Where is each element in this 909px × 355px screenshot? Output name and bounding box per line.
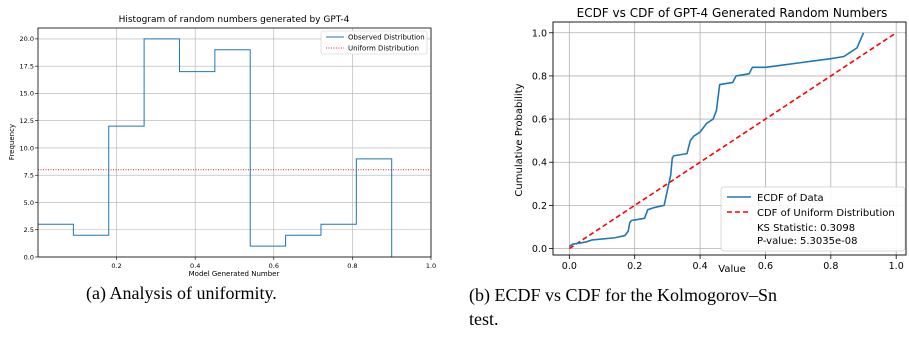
histogram-x-tick-label: 0.6 bbox=[269, 262, 279, 270]
histogram-y-tick-label: 0.0 bbox=[24, 253, 34, 261]
legend-uniform-cdf-label: CDF of Uniform Distribution bbox=[757, 208, 895, 219]
caption-b: (b) ECDF vs CDF for the Kolmogorov–Sn te… bbox=[469, 283, 777, 331]
histogram-y-tick-label: 5.0 bbox=[24, 199, 34, 207]
caption-b-line-1: (b) ECDF vs CDF for the Kolmogorov–Sn bbox=[469, 285, 778, 305]
ecdf-y-tick-label: 0.2 bbox=[532, 201, 547, 212]
histogram-y-tick-label: 10.0 bbox=[20, 144, 34, 152]
ecdf-x-tick-label: 0.6 bbox=[758, 261, 773, 272]
ecdf-x-axis-label: Value bbox=[718, 264, 745, 275]
histogram-y-tick-label: 20.0 bbox=[20, 35, 34, 43]
histogram-y-axis-label: Frequency bbox=[8, 124, 16, 160]
histogram-y-tick-label: 15.0 bbox=[20, 90, 34, 98]
ecdf-axes-frame bbox=[552, 21, 907, 256]
ecdf-x-tick-label: 0.0 bbox=[562, 261, 577, 272]
legend-uniform-label: Uniform Distribution bbox=[348, 45, 419, 53]
histogram-series bbox=[38, 38, 431, 257]
ecdf-y-tick-label: 0.4 bbox=[532, 158, 547, 169]
ecdf-y-tick-label: 0.0 bbox=[532, 244, 547, 255]
ecdf-legend: ECDF of Data CDF of Uniform Distribution… bbox=[720, 186, 906, 252]
histogram-y-tick-label: 2.5 bbox=[24, 226, 34, 234]
ecdf-y-tick-label: 1.0 bbox=[532, 28, 547, 39]
ecdf-x-tick-label: 0.2 bbox=[627, 261, 642, 272]
histogram-grid bbox=[38, 28, 432, 258]
ecdf-chart: ECDF vs CDF of GPT-4 Generated Random Nu… bbox=[514, 6, 907, 275]
histogram-x-tick-label: 0.4 bbox=[190, 262, 200, 270]
histogram-y-tick-label: 7.5 bbox=[24, 172, 34, 180]
ecdf-title: ECDF vs CDF of GPT-4 Generated Random Nu… bbox=[577, 6, 888, 20]
histogram-ticks: 0.2 0.4 0.6 0.8 1.0 0.0 2.5 5.0 7.5 10.0 12.5 15.0 1… bbox=[20, 35, 437, 270]
ecdf-x-tick-label: 0.8 bbox=[823, 261, 838, 272]
observed-distribution-step-line bbox=[38, 38, 393, 257]
legend-observed-label: Observed Distribution bbox=[348, 34, 425, 42]
ecdf-y-tick-label: 0.8 bbox=[532, 71, 547, 82]
caption-a: (a) Analysis of uniformity. bbox=[86, 283, 277, 303]
histogram-chart: Histogram of random numbers generated by… bbox=[8, 15, 436, 278]
ecdf-y-axis-label: Cumulative Probability bbox=[514, 83, 525, 196]
uniform-cdf-line bbox=[568, 32, 897, 250]
ecdf-y-tick-label: 0.6 bbox=[532, 115, 547, 126]
histogram-y-tick-label: 12.5 bbox=[20, 117, 34, 125]
histogram-legend: Observed Distribution Uniform Distributi… bbox=[320, 30, 428, 55]
ecdf-line bbox=[568, 32, 865, 248]
histogram-title: Histogram of random numbers generated by… bbox=[119, 15, 350, 25]
histogram-axes-frame bbox=[37, 27, 432, 258]
p-value-annotation: P-value: 5.3035e-08 bbox=[757, 236, 858, 247]
ks-statistic-annotation: KS Statistic: 0.3098 bbox=[757, 223, 855, 234]
histogram-x-tick-label: 0.8 bbox=[347, 262, 357, 270]
caption-b-line-2: test. bbox=[469, 309, 499, 329]
ecdf-ticks: 0.0 0.2 0.4 0.6 0.8 1.0 0.0 0.2 0.4 0.6 0.8 1.0 bbox=[532, 28, 904, 272]
legend-ecdf-label: ECDF of Data bbox=[757, 193, 824, 204]
ecdf-series bbox=[568, 32, 897, 250]
histogram-x-axis-label: Model Generated Number bbox=[189, 270, 280, 278]
ecdf-x-tick-label: 0.4 bbox=[693, 261, 708, 272]
histogram-y-tick-label: 17.5 bbox=[20, 62, 34, 70]
histogram-x-tick-label: 1.0 bbox=[426, 262, 436, 270]
histogram-x-tick-label: 0.2 bbox=[111, 262, 121, 270]
ecdf-x-tick-label: 1.0 bbox=[889, 261, 904, 272]
